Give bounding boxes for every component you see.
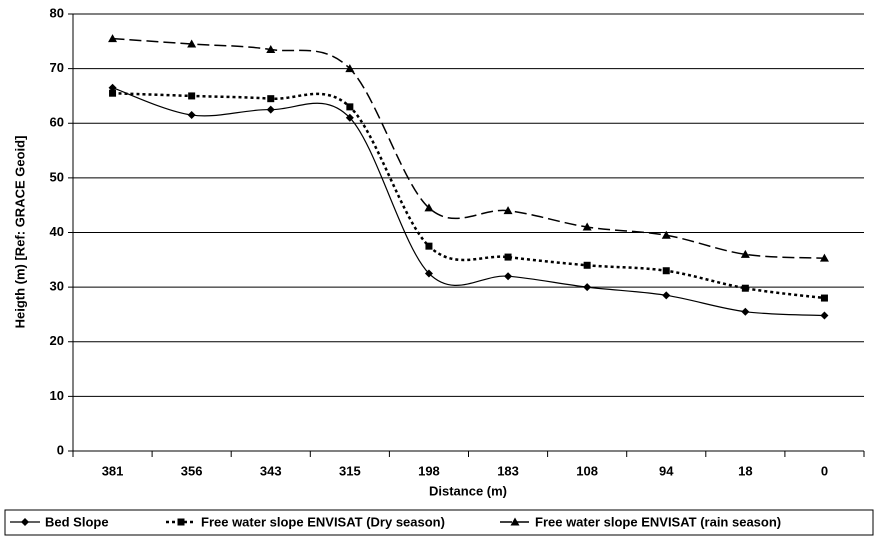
x-tick-label: 381 [102,463,124,478]
series-line [112,87,825,317]
x-tick-label: 108 [576,463,598,478]
x-tick-label: 343 [260,463,282,478]
marker [425,242,433,250]
y-axis-title: Heigth (m) [Ref: GRACE Geoid] [12,136,27,329]
y-tick-label: 80 [50,5,64,20]
y-tick-label: 40 [50,224,64,239]
x-tick-label: 94 [659,463,674,478]
marker [741,307,750,316]
marker [345,64,355,73]
y-tick-label: 0 [57,442,64,457]
y-tick-label: 50 [50,169,64,184]
marker [424,269,433,278]
marker [820,311,829,320]
marker [662,267,670,275]
marker [187,39,197,48]
marker [266,45,276,54]
y-tick-label: 60 [50,115,64,130]
marker [346,103,354,111]
y-tick-label: 10 [50,388,64,403]
x-tick-label: 0 [821,463,828,478]
x-tick-label: 183 [497,463,519,478]
y-tick-label: 70 [50,60,64,75]
marker [177,518,185,526]
marker [740,249,750,258]
marker [345,113,354,122]
marker [510,517,520,526]
x-tick-label: 198 [418,463,440,478]
legend-label: Free water slope ENVISAT (rain season) [535,514,781,529]
marker [187,111,196,120]
marker [504,253,512,261]
marker [504,272,513,281]
series-line [112,37,825,259]
marker [819,253,829,262]
marker [109,89,117,97]
marker [662,291,671,300]
y-tick-label: 20 [50,333,64,348]
marker [741,284,749,292]
marker [661,230,671,239]
x-tick-label: 356 [181,463,203,478]
marker [267,95,275,103]
x-axis-title: Distance (m) [429,483,507,498]
marker [583,283,592,292]
marker [21,518,29,526]
marker [820,294,828,302]
legend-label: Bed Slope [45,514,109,529]
x-tick-label: 18 [738,463,752,478]
marker [424,203,434,212]
marker [582,222,592,231]
x-tick-label: 315 [339,463,361,478]
marker [503,206,513,215]
marker [108,34,118,43]
legend-box [4,509,874,536]
marker [266,105,275,114]
marker [583,261,591,269]
legend-label: Free water slope ENVISAT (Dry season) [201,514,445,529]
marker [188,92,196,100]
y-tick-label: 30 [50,279,64,294]
series-line [112,91,825,300]
